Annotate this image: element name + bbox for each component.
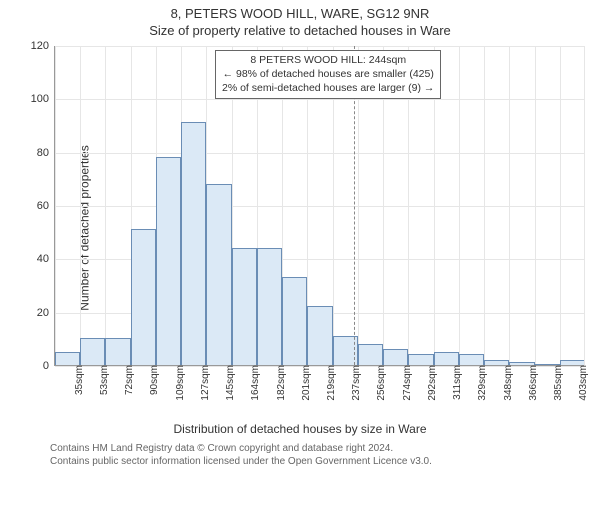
chart-title: 8, PETERS WOOD HILL, WARE, SG12 9NR xyxy=(0,6,600,21)
x-tick: 35sqm xyxy=(72,365,85,395)
footnote: Contains HM Land Registry data © Crown c… xyxy=(0,442,600,468)
chart-subtitle: Size of property relative to detached ho… xyxy=(0,23,600,38)
x-tick: 385sqm xyxy=(551,365,564,401)
histogram-bar xyxy=(131,229,156,365)
x-tick: 182sqm xyxy=(274,365,287,401)
histogram-bar xyxy=(55,352,80,365)
x-tick: 274sqm xyxy=(400,365,413,401)
gridline-h xyxy=(55,206,584,207)
y-tick: 100 xyxy=(31,93,55,105)
x-tick: 145sqm xyxy=(223,365,236,401)
footnote-line-1: Contains HM Land Registry data © Crown c… xyxy=(50,442,600,455)
histogram-bar xyxy=(434,352,459,365)
histogram-bar xyxy=(358,344,383,365)
x-tick: 329sqm xyxy=(475,365,488,401)
x-tick: 311sqm xyxy=(450,365,463,400)
plot-region: 02040608010012035sqm53sqm72sqm90sqm109sq… xyxy=(54,46,584,366)
histogram-bar xyxy=(282,277,307,365)
gridline-v xyxy=(484,46,485,365)
x-tick: 72sqm xyxy=(122,365,135,395)
x-tick: 348sqm xyxy=(501,365,514,401)
x-tick: 109sqm xyxy=(173,365,186,401)
gridline-v xyxy=(459,46,460,365)
y-tick: 40 xyxy=(37,253,55,265)
y-tick: 0 xyxy=(43,360,55,372)
annotation-line-2: ← 98% of detached houses are smaller (42… xyxy=(222,67,434,81)
histogram-bar xyxy=(156,157,181,365)
x-tick: 403sqm xyxy=(576,365,589,401)
histogram-bar xyxy=(105,338,130,365)
x-tick: 90sqm xyxy=(147,365,160,395)
gridline-v xyxy=(105,46,106,365)
gridline-v xyxy=(80,46,81,365)
histogram-bar xyxy=(181,122,206,365)
x-tick: 201sqm xyxy=(299,365,312,401)
histogram-bar xyxy=(232,248,257,365)
gridline-v xyxy=(509,46,510,365)
gridline-v xyxy=(560,46,561,365)
gridline-h xyxy=(55,153,584,154)
histogram-bar xyxy=(459,354,484,365)
x-tick: 292sqm xyxy=(425,365,438,401)
gridline-v xyxy=(55,46,56,365)
x-tick: 219sqm xyxy=(324,365,337,401)
annotation-line-3: 2% of semi-detached houses are larger (9… xyxy=(222,81,434,95)
y-tick: 80 xyxy=(37,147,55,159)
gridline-h xyxy=(55,46,584,47)
gridline-h xyxy=(55,99,584,100)
y-tick: 20 xyxy=(37,307,55,319)
x-tick: 164sqm xyxy=(248,365,261,401)
annotation-line-1: 8 PETERS WOOD HILL: 244sqm xyxy=(222,53,434,67)
gridline-v xyxy=(535,46,536,365)
footnote-line-2: Contains public sector information licen… xyxy=(50,455,600,468)
x-tick: 366sqm xyxy=(526,365,539,401)
histogram-bar xyxy=(257,248,282,365)
x-tick: 53sqm xyxy=(97,365,110,395)
chart-area: Number of detached properties 0204060801… xyxy=(0,38,600,418)
x-axis-label: Distribution of detached houses by size … xyxy=(0,422,600,436)
gridline-v xyxy=(584,46,585,365)
annotation-box: 8 PETERS WOOD HILL: 244sqm ← 98% of deta… xyxy=(215,50,441,99)
histogram-bar xyxy=(307,306,332,365)
y-tick: 120 xyxy=(31,40,55,52)
histogram-bar xyxy=(80,338,105,365)
x-tick: 256sqm xyxy=(374,365,387,401)
histogram-bar xyxy=(383,349,408,365)
y-tick: 60 xyxy=(37,200,55,212)
histogram-bar xyxy=(206,184,231,365)
x-tick: 237sqm xyxy=(349,365,362,401)
histogram-bar xyxy=(408,354,433,365)
x-tick: 127sqm xyxy=(198,365,211,401)
